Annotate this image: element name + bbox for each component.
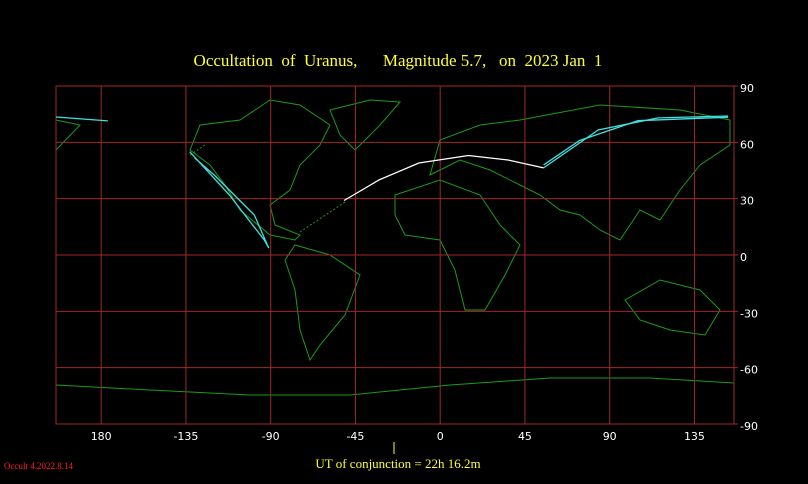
conjunction-label: UT of conjunction = 22h 16.2m [315,456,480,471]
chart-title: Occultation of Uranus, Magnitude 5.7, on… [194,51,603,70]
x-tick-label: -135 [173,430,198,443]
y-tick-label: -30 [740,307,758,320]
y-tick-label: -60 [740,364,758,377]
occultation-track [189,151,270,249]
y-tick-label: 0 [740,251,747,264]
y-tick-label: 30 [740,195,754,208]
x-tick-label: 90 [603,430,617,443]
x-tick-label: 180 [91,430,112,443]
y-tick-label: 60 [740,138,754,151]
x-tick-label: -45 [346,430,364,443]
map-frame [55,85,735,425]
occultation-track [55,116,108,122]
x-tick-label: 0 [437,430,444,443]
version-label: Occult 4.2022.8.14 [4,461,73,471]
occultation-track [343,154,544,202]
x-tick-label: 135 [684,430,705,443]
y-tick-label: -90 [740,420,758,433]
occultation-track [543,116,729,166]
y-tick-label: 90 [740,82,754,95]
x-tick-label: -90 [262,430,280,443]
x-tick-label: 45 [518,430,532,443]
